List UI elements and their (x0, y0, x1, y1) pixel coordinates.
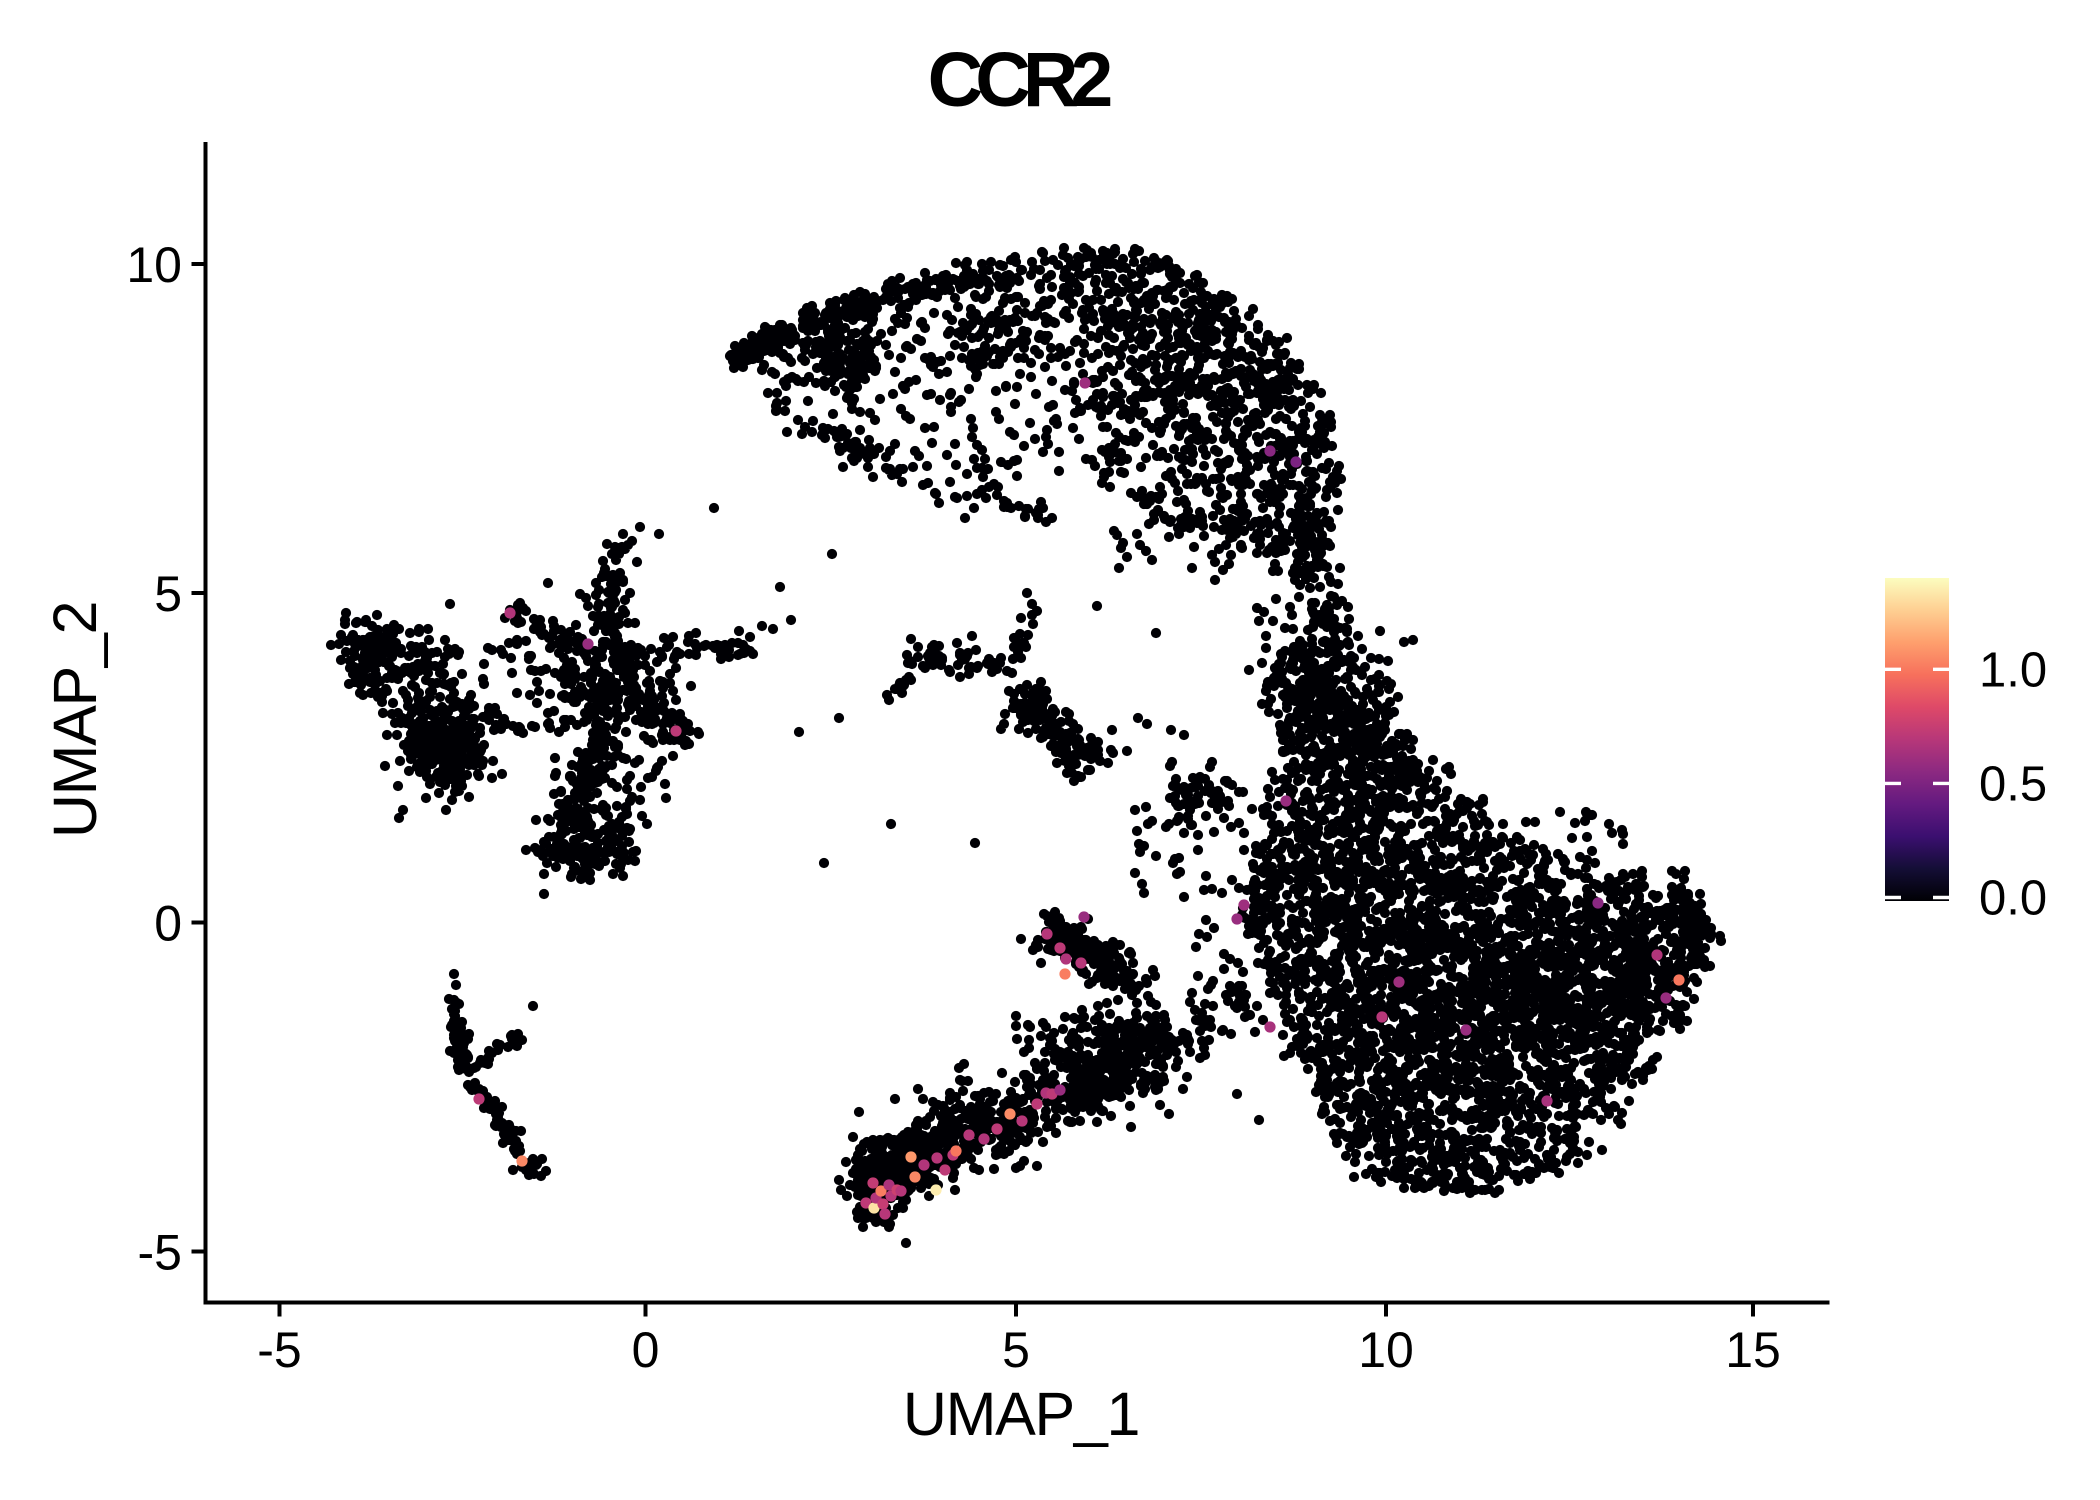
svg-text:0: 0 (632, 1322, 660, 1378)
svg-text:-5: -5 (138, 1225, 182, 1281)
svg-text:5: 5 (154, 566, 182, 622)
svg-text:0.0: 0.0 (1979, 872, 2047, 926)
svg-text:10: 10 (126, 237, 182, 293)
svg-text:UMAP_1: UMAP_1 (903, 1380, 1139, 1448)
svg-text:5: 5 (1002, 1322, 1030, 1378)
svg-text:CCR2: CCR2 (928, 37, 1111, 123)
svg-text:1.0: 1.0 (1979, 643, 2047, 697)
svg-text:-5: -5 (257, 1322, 301, 1378)
svg-text:15: 15 (1725, 1322, 1781, 1378)
svg-text:UMAP_2: UMAP_2 (41, 602, 109, 838)
svg-text:0.5: 0.5 (1979, 757, 2047, 811)
svg-text:10: 10 (1358, 1322, 1414, 1378)
svg-text:0: 0 (154, 896, 182, 952)
